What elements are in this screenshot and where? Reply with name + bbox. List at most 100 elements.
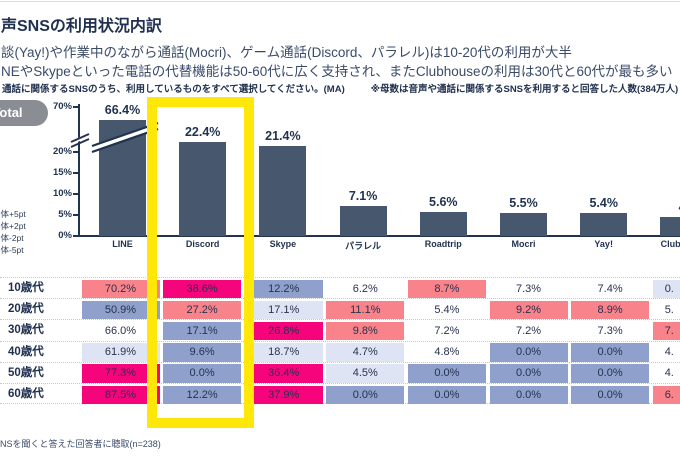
row-label-age: 10歳代: [8, 282, 44, 294]
row-label-age: 30歳代: [8, 324, 44, 337]
x-axis-label: Roadtrip: [424, 239, 462, 249]
row-label-age: 50歳代: [8, 366, 44, 379]
table-cell-Clubhouse: 7.: [652, 321, 680, 341]
table-cell-Discord: 0.0%: [163, 364, 242, 383]
row-label-age: 40歳代: [8, 345, 44, 358]
y-axis-tick: [73, 106, 78, 108]
table-cell-パラレル: 4.5%: [326, 364, 405, 383]
table-cell-Clubhouse: 0.: [652, 279, 680, 298]
legend-label: 全体+5pt: [0, 209, 26, 219]
insight-line-1: 談(Yay!)や作業中のながら通話(Mocri)、ゲーム通話(Discord、パ…: [1, 45, 572, 60]
bar-value-label: 7.1%: [348, 189, 378, 203]
table-row: 10歳代 70.2% 38.6% 12.2% 6.2% 8.7% 7.3% 7.4% 0.: [0, 277, 680, 298]
y-axis-tick: [73, 151, 78, 153]
table-row: 60歳代 87.5% 12.2% 37.9% 0.0% 0.0% 0.0% 0.0% 6.: [0, 383, 680, 405]
x-axis-label: Skype: [269, 239, 297, 249]
table-cell-Roadtrip: 4.8%: [407, 343, 486, 362]
x-axis-label: Clubhouse: [660, 239, 680, 249]
survey-note: ※母数は音声や通話に関係するSNSを利用すると回答した人数(384万人): [370, 84, 679, 95]
insight-line-2: NEやSkypeといった電話の代替機能は50-60代に広く支持され、またClub…: [1, 64, 673, 79]
table-cell-Discord: 12.2%: [163, 385, 242, 404]
y-axis-tick: [73, 214, 78, 216]
x-axis-label: Discord: [185, 239, 220, 249]
table-cell-Mocri: 0.0%: [489, 385, 568, 404]
bar-Skype: [259, 146, 307, 236]
y-axis-tick: [73, 235, 78, 237]
table-cell-LINE: 61.9%: [81, 343, 160, 362]
table-cell-Clubhouse: 5.: [652, 300, 680, 320]
y-axis-tick-label: 5%: [58, 209, 72, 220]
survey-question: 通話に関係するSNSのうち、利用しているものをすべて選択してください。(MA): [2, 84, 345, 95]
y-axis-tick: [73, 193, 78, 195]
table-cell-Yay!: 8.9%: [571, 300, 650, 320]
table-cell-Roadtrip: 7.2%: [407, 321, 486, 341]
table-cell-Clubhouse: 4.: [652, 343, 680, 362]
table-cell-Mocri: 0.0%: [489, 364, 568, 383]
y-axis-line: [78, 104, 80, 236]
bar-Clubhouse: [660, 217, 680, 236]
bar-パラレル: [339, 206, 387, 236]
table-cell-Mocri: 0.0%: [489, 343, 568, 362]
table-cell-LINE: 70.2%: [81, 279, 160, 298]
table-cell-Discord: 38.6%: [163, 279, 242, 298]
row-label-age: 60歳代: [8, 388, 44, 400]
table-cell-Yay!: 0.0%: [571, 364, 650, 383]
bar-value-label: 21.4%: [265, 129, 301, 143]
y-axis-tick-label: 15%: [52, 167, 72, 178]
discord-highlight-box: [147, 97, 254, 428]
table-cell-Discord: 9.6%: [163, 343, 242, 362]
bar-value-label: 5.5%: [509, 196, 538, 210]
x-axis-label: LINE: [112, 239, 133, 249]
table-cell-Yay!: 0.0%: [571, 343, 650, 362]
table-cell-Mocri: 9.2%: [489, 300, 568, 320]
table-cell-パラレル: 11.1%: [326, 300, 405, 320]
y-axis-tick: [73, 172, 78, 174]
table-cell-Discord: 27.2%: [163, 300, 242, 320]
table-cell-Mocri: 7.2%: [489, 321, 568, 341]
x-axis-line: [78, 235, 680, 237]
bar-Yay!: [580, 213, 628, 236]
table-cell-Yay!: 0.0%: [571, 385, 650, 404]
y-axis-tick-label: 70%: [52, 101, 72, 112]
y-axis-tick-label: 20%: [52, 146, 72, 157]
table-cell-Skype: 18.7%: [244, 343, 323, 362]
x-axis-label: Mocri: [511, 239, 536, 249]
row-label-age: 20歳代: [8, 303, 44, 316]
table-cell-Skype: 36.4%: [244, 364, 323, 383]
table-cell-Roadtrip: 5.4%: [407, 300, 486, 320]
table-cell-Discord: 17.1%: [163, 321, 242, 341]
table-cell-パラレル: 6.2%: [326, 279, 405, 298]
bar-value-label: 5.4%: [589, 196, 618, 210]
legend-item: 全体+5pt: [0, 209, 26, 219]
x-axis-label: Yay!: [594, 239, 613, 249]
footnote: NSを聞くと答えた回答者に聴取(n=238): [0, 439, 161, 449]
legend-label: 全体+2pt: [0, 221, 26, 231]
table-cell-パラレル: 0.0%: [326, 385, 405, 404]
table-cell-LINE: 66.0%: [81, 321, 160, 341]
y-axis-tick-label: 0%: [58, 230, 72, 241]
legend: 全体+5pt 全体+2pt 全体-2pt 全体-5pt: [0, 209, 26, 257]
table-cell-LINE: 77.3%: [81, 364, 160, 383]
table-cell-Skype: 12.2%: [244, 279, 323, 298]
table-row: 50歳代 77.3% 0.0% 36.4% 4.5% 0.0% 0.0% 0.0% 4.: [0, 361, 680, 383]
table-cell-パラレル: 9.8%: [326, 321, 405, 341]
legend-label: 全体-5pt: [0, 245, 24, 255]
table-row: 20歳代 50.9% 27.2% 17.1% 11.1% 5.4% 9.2% 8.9% 5.: [0, 298, 680, 320]
table-row: 30歳代 66.0% 17.1% 26.8% 9.8% 7.2% 7.2% 7.3% 7.: [0, 319, 680, 341]
bar-value-label: 5.6%: [429, 195, 458, 209]
bar-value-label: 4.: [644, 200, 680, 214]
total-badge: Total: [0, 100, 48, 126]
bar-value-label: 66.4%: [104, 103, 141, 117]
table-cell-Yay!: 7.3%: [571, 321, 650, 341]
bar-value-label: 22.4%: [184, 125, 221, 139]
page-title: 声SNSの利用状況内訳: [1, 18, 162, 35]
table-cell-Mocri: 7.3%: [489, 279, 568, 298]
table-cell-パラレル: 4.7%: [326, 343, 405, 362]
legend-item: 全体+2pt: [0, 221, 26, 231]
bar-Mocri: [500, 213, 547, 236]
table-cell-Skype: 17.1%: [244, 300, 323, 320]
table-cell-LINE: 50.9%: [81, 300, 160, 320]
